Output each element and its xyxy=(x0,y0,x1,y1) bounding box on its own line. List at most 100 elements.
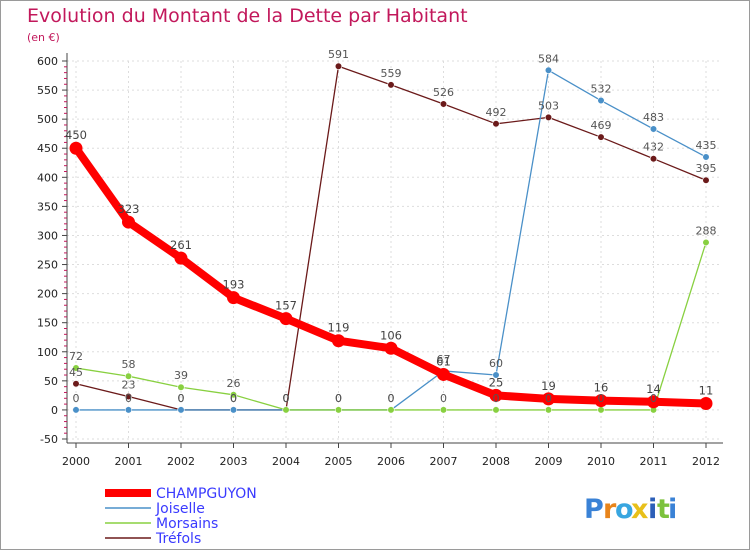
data-point xyxy=(384,341,398,355)
data-label: 0 xyxy=(493,392,500,405)
data-point xyxy=(439,406,448,414)
data-label: 0 xyxy=(178,392,185,405)
data-label: 0 xyxy=(545,392,552,405)
data-label: 591 xyxy=(328,48,349,61)
data-label: 483 xyxy=(643,111,664,124)
y-tick-label: 550 xyxy=(37,84,58,97)
data-label: 39 xyxy=(174,369,188,382)
logo-letter: x xyxy=(631,494,648,525)
data-point xyxy=(439,100,448,108)
y-tick-label: 100 xyxy=(37,346,58,359)
data-point xyxy=(492,406,500,414)
data-point xyxy=(702,238,710,247)
legend-label: CHAMPGUYON xyxy=(156,486,257,502)
data-point xyxy=(177,383,185,391)
legend-label: Joiselle xyxy=(155,501,205,517)
y-tick-label: 500 xyxy=(37,113,58,126)
data-label: 0 xyxy=(440,392,447,405)
data-label: 0 xyxy=(283,392,290,405)
data-point xyxy=(334,406,343,414)
data-label: 16 xyxy=(594,381,609,395)
data-label: 0 xyxy=(283,392,290,405)
data-label: 157 xyxy=(275,299,297,313)
y-tick-label: 400 xyxy=(37,171,58,184)
data-label: 288 xyxy=(696,224,717,237)
y-tick-label: 600 xyxy=(37,55,58,68)
data-label: 45 xyxy=(69,366,83,379)
data-label: 58 xyxy=(122,358,136,371)
data-label: 11 xyxy=(699,384,714,398)
y-tick-label: -50 xyxy=(40,433,58,446)
series-morsains xyxy=(72,238,710,414)
logo-letter: r xyxy=(603,494,617,525)
data-label: 503 xyxy=(538,99,559,112)
x-tick-label: 2002 xyxy=(167,455,195,468)
x-tick-label: 2004 xyxy=(272,455,300,468)
x-tick-label: 2003 xyxy=(220,455,248,468)
data-label: 492 xyxy=(486,106,507,119)
x-tick-label: 2007 xyxy=(430,455,458,468)
logo-letter: i xyxy=(668,494,677,525)
data-point xyxy=(387,406,395,414)
data-label: 432 xyxy=(643,141,664,154)
data-label: 0 xyxy=(230,392,237,405)
data-label: 119 xyxy=(328,321,350,335)
data-point xyxy=(437,367,450,381)
x-tick-label: 2009 xyxy=(535,455,563,468)
data-point xyxy=(649,125,658,133)
data-label: 72 xyxy=(69,350,83,363)
logo-letter: t xyxy=(657,494,670,525)
data-label: 193 xyxy=(223,278,245,292)
data-label: 0 xyxy=(388,392,395,405)
data-label: 0 xyxy=(73,392,80,405)
y-tick-label: 150 xyxy=(37,317,58,330)
x-tick-label: 2006 xyxy=(377,455,405,468)
y-tick-label: 200 xyxy=(37,288,58,301)
data-label: 469 xyxy=(591,119,612,132)
data-point xyxy=(124,392,133,401)
data-point xyxy=(72,380,80,388)
data-label: 23 xyxy=(122,379,136,392)
y-tick-label: 450 xyxy=(37,142,58,155)
series-trfols xyxy=(72,62,710,414)
data-point xyxy=(229,391,238,399)
data-point xyxy=(489,388,503,402)
data-label: 0 xyxy=(178,392,185,405)
y-tick-label: 350 xyxy=(37,200,58,213)
data-label: 0 xyxy=(125,392,132,405)
data-label: 584 xyxy=(538,52,559,65)
data-label: 526 xyxy=(433,86,454,99)
y-tick-label: 50 xyxy=(44,375,58,388)
data-point xyxy=(542,392,555,406)
logo-letter: P xyxy=(584,494,604,525)
data-point xyxy=(177,406,185,414)
data-label: 261 xyxy=(170,238,192,252)
data-label: 0 xyxy=(650,392,657,405)
data-label: 25 xyxy=(489,375,504,389)
data-point xyxy=(282,406,290,414)
data-point xyxy=(699,397,713,411)
data-point xyxy=(594,394,608,408)
data-point xyxy=(332,334,345,348)
series-champguyon xyxy=(69,141,713,411)
data-label: 323 xyxy=(118,202,140,216)
data-point xyxy=(492,120,500,128)
data-point xyxy=(122,215,135,229)
legend-label: Morsains xyxy=(156,516,218,532)
legend-label: Tréfols xyxy=(155,531,201,547)
y-tick-label: 0 xyxy=(51,404,58,417)
data-point xyxy=(702,176,710,184)
data-point xyxy=(124,406,133,414)
data-label: 26 xyxy=(227,377,241,390)
logo-letter: i xyxy=(648,494,657,525)
data-label: 61 xyxy=(436,354,451,368)
data-point xyxy=(72,406,80,414)
data-point xyxy=(702,153,710,161)
data-label: 0 xyxy=(283,392,290,405)
data-label: 450 xyxy=(65,128,87,142)
data-label: 60 xyxy=(489,357,503,370)
data-label: 559 xyxy=(381,67,402,80)
data-point xyxy=(229,406,238,414)
y-tick-label: 300 xyxy=(37,229,58,242)
